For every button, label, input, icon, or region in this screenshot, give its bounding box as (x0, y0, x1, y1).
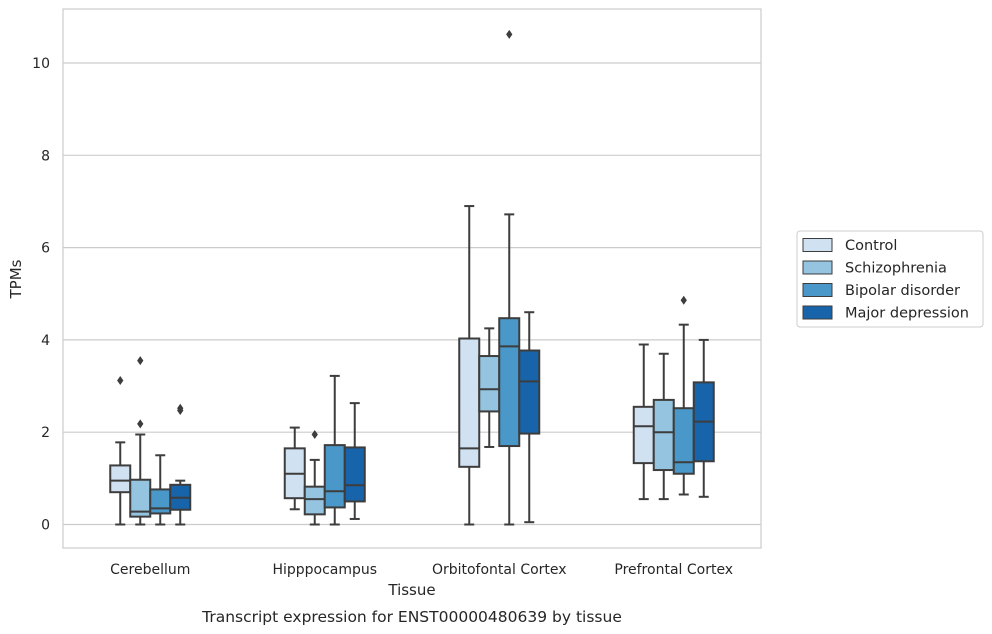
box-iqr (149, 488, 172, 515)
x-axis-title: Tissue (387, 581, 435, 599)
box-iqr (672, 407, 695, 475)
box-iqr (632, 405, 655, 465)
box-iqr (498, 317, 521, 448)
box-major-depression (518, 311, 541, 524)
y-tick-label: 8 (41, 148, 50, 164)
legend-label: Control (845, 238, 897, 254)
box-schizophrenia (129, 356, 152, 526)
legend-label: Major depression (845, 306, 969, 322)
x-tick-label: Orbitofontal Cortex (432, 562, 567, 578)
box-iqr (303, 485, 326, 516)
legend-label: Schizophrenia (845, 261, 947, 277)
y-tick-labels: 0 2 4 6 8 10 (32, 56, 50, 534)
box-control (283, 426, 306, 511)
outlier-point (117, 376, 124, 386)
box-schizophrenia (652, 352, 675, 501)
outlier-point (680, 295, 687, 305)
outlier-point (506, 29, 513, 39)
y-tick-label: 10 (32, 56, 50, 72)
chart-caption: Transcript expression for ENST0000048063… (201, 608, 622, 626)
x-tick-label: Cerebellum (110, 562, 190, 578)
box-schizophrenia (303, 430, 326, 526)
box-major-depression (692, 338, 715, 498)
box-iqr (323, 444, 346, 509)
outlier-point (137, 419, 144, 429)
x-tick-label: Hipppocampus (272, 562, 377, 578)
y-gridlines (63, 62, 761, 526)
legend-label: Bipolar disorder (845, 283, 960, 299)
box-bipolar-disorder (672, 295, 695, 496)
box-bipolar-disorder (323, 374, 346, 526)
y-tick-label: 4 (41, 333, 50, 349)
plot-frame (62, 8, 762, 549)
outlier-point (177, 403, 184, 413)
box-iqr (518, 349, 541, 435)
box-iqr (343, 446, 366, 503)
outlier-point (311, 430, 318, 440)
box-schizophrenia (478, 327, 501, 448)
legend-swatch (802, 283, 833, 297)
legend-swatch (802, 305, 833, 320)
x-tick-label: Prefrontal Cortex (614, 562, 733, 578)
box-bipolar-disorder (149, 454, 172, 526)
legend-swatch (802, 260, 833, 275)
legend: Control Schizophrenia Bipolar disorder Majo… (796, 230, 984, 328)
boxes-layer (109, 29, 715, 526)
box-control (632, 343, 655, 501)
box-iqr (652, 398, 675, 472)
legend-frame (796, 230, 984, 328)
box-control (458, 205, 481, 526)
box-iqr (109, 464, 132, 494)
outlier-point (137, 356, 144, 366)
box-bipolar-disorder (498, 29, 521, 526)
y-tick-label: 2 (41, 425, 50, 441)
legend-swatch (802, 238, 833, 252)
box-iqr (478, 355, 501, 413)
x-tick-labels: Cerebellum Hipppocampus Orbitofontal Corte… (110, 562, 733, 578)
y-axis-title: TPMs (7, 259, 25, 299)
box-major-depression (343, 402, 366, 520)
box-major-depression (169, 403, 192, 526)
y-tick-label: 0 (41, 518, 50, 534)
y-tick-label: 6 (41, 241, 50, 257)
box-control (109, 376, 132, 526)
